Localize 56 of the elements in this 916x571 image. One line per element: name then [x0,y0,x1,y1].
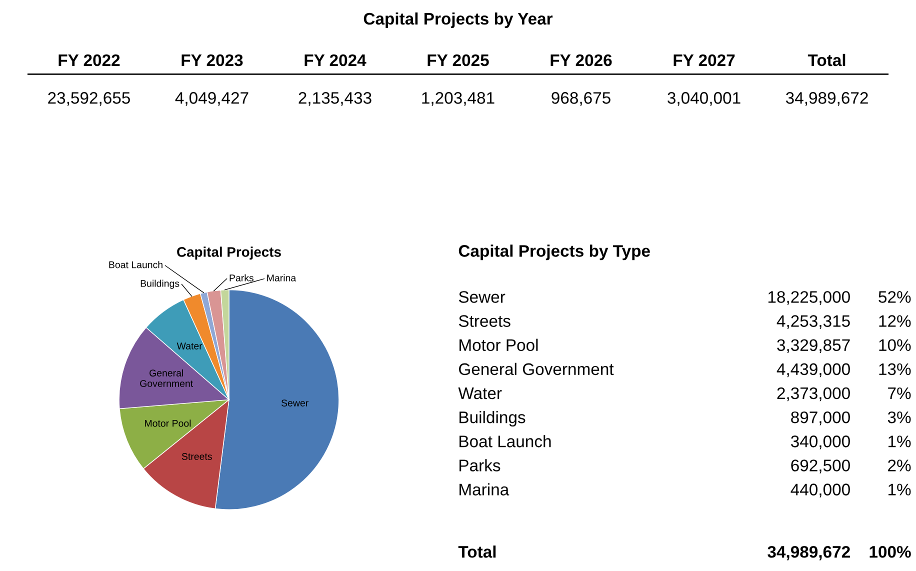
category-label: FY 2027 [674,54,735,66]
slice-label: Marina [267,274,296,282]
category-label: FY 2023 [182,54,243,66]
category-label: FY 2022 [58,54,120,66]
data-label: 1% [888,436,911,448]
text: Total [458,546,496,558]
slice-label: Buildings [140,280,180,289]
category-label: Streets [458,315,510,327]
data-label: 2,135,433 [298,92,372,106]
data-label: 897,000 [791,411,850,426]
slice-label: Streets [182,453,212,460]
category-label: Total [808,54,846,66]
data-label: 3,329,857 [777,339,850,353]
text: Capital Projects by Type [458,244,650,260]
category-label: Sewer [458,291,506,303]
text: Capital Projects by Year [364,12,553,28]
data-label: 13% [879,363,911,376]
data-label: 7% [888,387,911,400]
data-label: 10% [879,339,911,352]
category-label: FY 2025 [428,54,489,66]
data-label: 3,040,001 [668,92,740,106]
category-label: FY 2026 [550,54,612,66]
data-label: 4,253,315 [776,315,850,329]
data-label: 440,000 [790,484,850,498]
data-label: 4,049,427 [175,92,248,106]
data-label: 1,203,481 [422,92,494,106]
data-label: 52% [878,291,911,303]
data-label: 340,000 [790,436,850,450]
category-label: Water [458,388,502,400]
data-label: 968,675 [552,92,610,106]
data-label: 3% [888,411,911,424]
category-label: FY 2024 [304,54,366,66]
data-label: 18,225,000 [768,291,850,305]
slice-label: Water [176,342,202,350]
data-label: 23,592,655 [48,92,130,106]
category-label: Marina [460,483,510,496]
slice-label: Motor Pool [145,420,191,427]
data-label: 2,373,000 [777,387,850,402]
slice-label: Sewer [281,400,308,406]
data-label: 1% [888,484,911,496]
category-label: Parks [460,459,500,472]
data-label: 12% [879,315,911,327]
text: 34,989,672 [768,546,850,560]
category-label: Motor Pool [460,338,538,352]
slice-label: General Government [140,369,194,387]
data-label: 34,989,672 [786,92,868,106]
chart-title: Capital Projects [177,246,281,260]
data-label: 4,439,000 [776,363,850,378]
category-label: Boat Launch [460,435,551,448]
category-label: General Government [459,362,614,376]
category-label: Buildings [460,411,526,427]
slice-label: Boat Launch [109,261,162,268]
data-label: 692,500 [791,460,850,474]
slice-label: Parks [230,274,254,282]
text: 100% [870,546,911,558]
data-label: 2% [888,460,911,472]
